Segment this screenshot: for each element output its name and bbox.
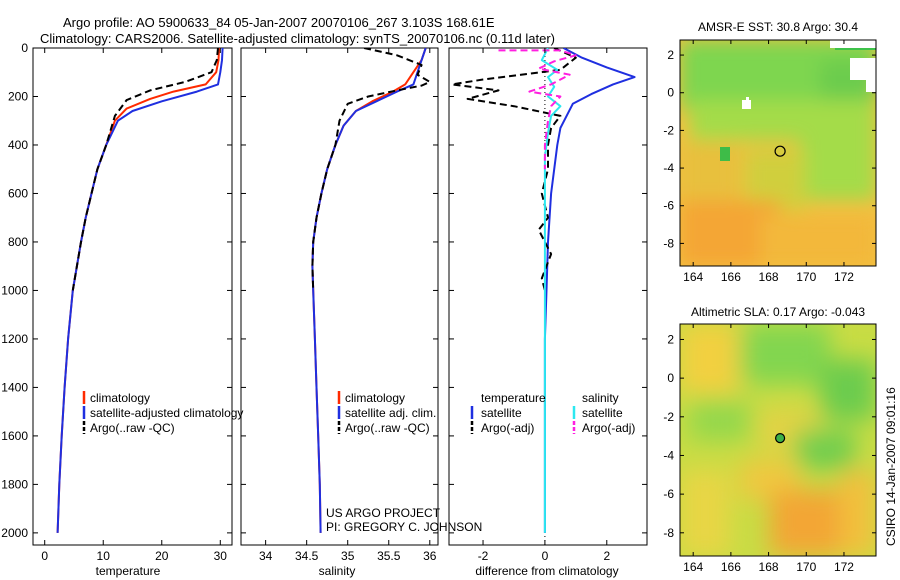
- map-y-tick-label: -2: [663, 410, 674, 424]
- legend-label: satellite adj. clim.: [345, 406, 436, 420]
- y-tick-label: 1400: [1, 380, 28, 394]
- csiro-timestamp: CSIRO 14-Jan-2007 09:01:16: [884, 387, 898, 546]
- y-tick-label: 1800: [1, 477, 28, 491]
- y-tick-label: 2000: [1, 526, 28, 540]
- map-y-tick-label: -8: [663, 526, 674, 540]
- y-tick-label: 1200: [1, 332, 28, 346]
- map-x-tick-label: 166: [721, 270, 741, 284]
- temperature-series: [56, 48, 224, 533]
- map-y-tick-label: -2: [663, 123, 674, 137]
- legend-label: satellite: [481, 406, 522, 420]
- map-x-tick-label: 168: [759, 560, 779, 574]
- map-x-tick-label: 168: [759, 270, 779, 284]
- map-y-tick-label: -4: [663, 448, 674, 462]
- y-tick-label: 200: [8, 89, 28, 103]
- sla-map-title: Altimetric SLA: 0.17 Argo: -0.043: [691, 305, 865, 319]
- sst-map-title: AMSR-E SST: 30.8 Argo: 30.4: [698, 20, 858, 34]
- series-line-temperature-argo-adj-: [451, 48, 577, 291]
- map-x-tick-label: 166: [721, 560, 741, 574]
- legend-title-salinity: salinity: [582, 391, 619, 405]
- difference-xlabel: difference from climatology: [475, 564, 618, 578]
- map-x-tick-label: 164: [683, 560, 703, 574]
- map-x-tick-label: 170: [796, 560, 816, 574]
- temperature-xlabel: temperature: [96, 564, 161, 578]
- map-y-tick-label: 0: [667, 86, 674, 100]
- salinity-legend: climatology satellite adj. clim. Argo(..…: [337, 391, 436, 435]
- map-x-tick-label: 164: [683, 270, 703, 284]
- salinity-xlabel: salinity: [319, 564, 356, 578]
- legend-label: Argo(..raw -QC): [345, 421, 430, 435]
- map-y-tick-label: 2: [667, 332, 674, 346]
- y-tick-label: 800: [8, 235, 28, 249]
- map-x-tick-label: 172: [834, 270, 854, 284]
- x-tick-label: 0: [41, 549, 48, 563]
- salinity-series: [311, 48, 431, 533]
- legend-label: Argo(..raw -QC): [90, 421, 175, 435]
- map-x-tick-label: 172: [834, 560, 854, 574]
- x-tick-label: 10: [97, 549, 111, 563]
- x-tick-label: 34.5: [295, 549, 319, 563]
- salinity-plot-frame: [240, 47, 439, 546]
- map-y-tick-label: -6: [663, 487, 674, 501]
- map-y-tick-label: -4: [663, 161, 674, 175]
- legend-label: satellite: [582, 406, 623, 420]
- map-x-tick-label: 170: [796, 270, 816, 284]
- temperature-axes: 0 10 20 30 0 200 400 600 800 1000 1200 1400 1600 1800…: [1, 41, 232, 563]
- y-tick-label: 400: [8, 138, 28, 152]
- legend-label: Argo(-adj): [481, 421, 534, 435]
- x-tick-label: 35: [341, 549, 355, 563]
- salinity-axes: 34 34.5 35 35.5 36: [241, 47, 438, 563]
- x-tick-label: 20: [155, 549, 169, 563]
- figure-subtitle: Climatology: CARS2006. Satellite-adjuste…: [40, 31, 555, 46]
- x-tick-label: -2: [478, 549, 489, 563]
- sla-map-axes: 164 166 168 170 172 2 0 -2 -4 -6 -8: [663, 324, 876, 574]
- sst-argo-location-marker: [774, 145, 786, 157]
- pi-credit: PI: GREGORY C. JOHNSON: [326, 520, 482, 534]
- map-y-tick-label: 2: [667, 48, 674, 62]
- series-line-satellite-adj-clim-: [311, 48, 427, 533]
- series-line-temperature-satellite: [543, 48, 636, 533]
- series-line-argo-raw-qc-: [311, 48, 431, 291]
- temperature-legend: climatology satellite-adjusted climatolo…: [82, 391, 243, 435]
- series-line-argo-raw-qc-: [71, 48, 219, 291]
- temperature-plot-frame: [32, 47, 233, 546]
- y-tick-label: 0: [21, 41, 28, 55]
- x-tick-label: 30: [214, 549, 228, 563]
- sst-map-field: [680, 40, 876, 266]
- legend-label: Argo(-adj): [582, 421, 635, 435]
- legend-title-temperature: temperature: [481, 391, 546, 405]
- sst-map-axes: 164 166 168 170 172 2 0 -2 -4 -6 -8: [663, 40, 876, 284]
- legend-label: satellite-adjusted climatology: [90, 406, 243, 420]
- series-line-salinity-argo-adj-: [498, 49, 577, 170]
- sst-map-frame: [679, 39, 877, 267]
- sla-argo-location-marker: [774, 433, 786, 444]
- sla-map-frame: [679, 323, 877, 557]
- x-tick-label: 36: [423, 549, 437, 563]
- difference-series: [451, 48, 636, 533]
- map-y-tick-label: -6: [663, 199, 674, 213]
- x-tick-label: 35.5: [377, 549, 401, 563]
- difference-axes: -2 0 2: [449, 47, 647, 563]
- difference-legend: temperature salinity satellite Argo(-adj…: [470, 391, 635, 435]
- x-tick-label: 2: [603, 549, 610, 563]
- y-tick-label: 1000: [1, 283, 28, 297]
- figure-title: Argo profile: AO 5900633_84 05-Jan-2007 …: [63, 15, 495, 30]
- map-y-tick-label: 0: [667, 371, 674, 385]
- y-tick-label: 600: [8, 186, 28, 200]
- map-y-tick-label: -8: [663, 236, 674, 250]
- legend-label: climatology: [345, 391, 405, 405]
- y-tick-label: 1600: [1, 429, 28, 443]
- x-tick-label: 34: [259, 549, 273, 563]
- x-tick-label: 0: [542, 549, 549, 563]
- legend-label: climatology: [90, 391, 150, 405]
- project-credit: US ARGO PROJECT: [326, 506, 441, 520]
